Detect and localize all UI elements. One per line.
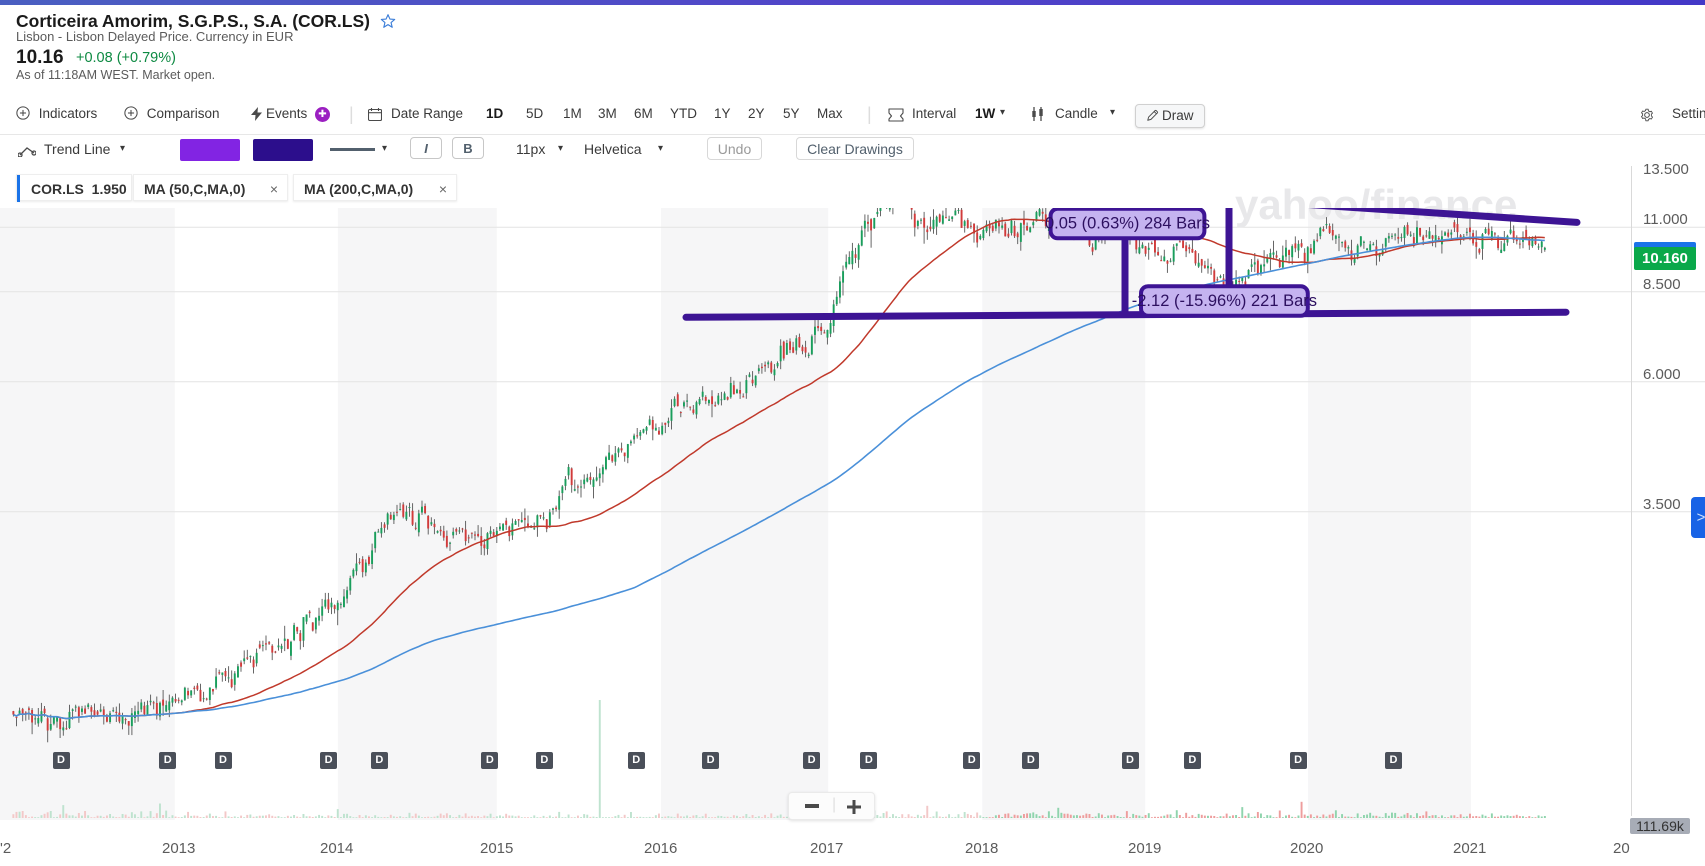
- svg-text:0.05 (0.63%) 284 Bars: 0.05 (0.63%) 284 Bars: [1045, 215, 1210, 233]
- svg-text:-2.12 (-15.96%) 221 Bars: -2.12 (-15.96%) 221 Bars: [1132, 292, 1317, 310]
